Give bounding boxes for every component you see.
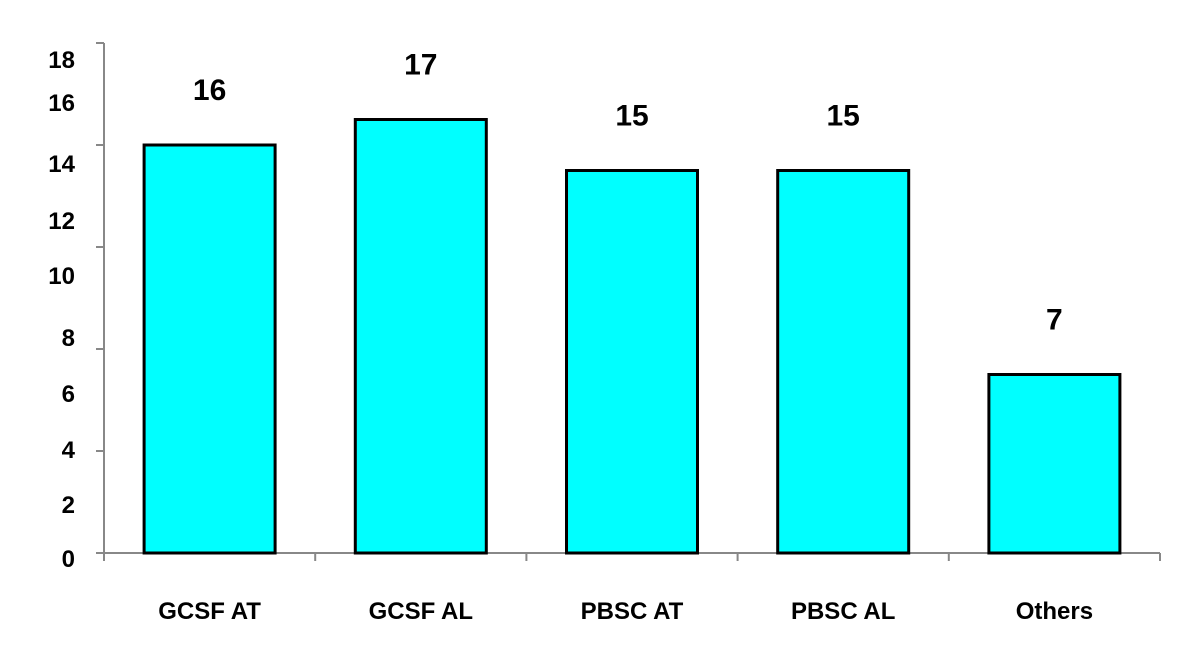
data-label: 7 bbox=[1046, 304, 1063, 337]
x-category-label: GCSF AL bbox=[369, 598, 473, 625]
y-tick-label: 16 bbox=[48, 90, 75, 117]
y-tick-label: 6 bbox=[62, 381, 75, 408]
data-label: 15 bbox=[827, 100, 860, 133]
y-tick-label: 14 bbox=[48, 151, 75, 178]
y-tick-label: 12 bbox=[48, 208, 75, 235]
data-label: 16 bbox=[193, 74, 226, 107]
bar-pbsc-al bbox=[776, 169, 911, 555]
bar-gcsf-at bbox=[142, 143, 277, 555]
x-category-label: GCSF AT bbox=[158, 598, 261, 625]
x-category-label: Others bbox=[1016, 598, 1093, 625]
x-axis-category-labels: GCSF AT GCSF AL PBSC AT PBSC AL Others bbox=[158, 598, 1093, 625]
bar-pbsc-at bbox=[565, 169, 699, 555]
chart-axes bbox=[96, 42, 1161, 561]
y-tick-label: 2 bbox=[62, 492, 75, 519]
y-tick-label: 10 bbox=[48, 263, 75, 290]
data-label: 17 bbox=[404, 49, 437, 82]
data-labels: 16 17 15 15 7 bbox=[193, 49, 1063, 337]
x-category-label: PBSC AT bbox=[581, 598, 684, 625]
y-tick-label: 4 bbox=[62, 437, 76, 464]
bar-others bbox=[987, 373, 1122, 555]
y-tick-label: 18 bbox=[48, 47, 75, 74]
x-category-label: PBSC AL bbox=[791, 598, 895, 625]
bar-gcsf-al bbox=[353, 118, 488, 555]
chart-bars bbox=[142, 118, 1122, 555]
y-tick-label: 0 bbox=[62, 546, 75, 573]
y-axis-tick-labels: 0 2 4 6 8 10 12 14 16 18 bbox=[48, 47, 75, 573]
y-tick-label: 8 bbox=[62, 325, 75, 352]
data-label: 15 bbox=[615, 100, 648, 133]
